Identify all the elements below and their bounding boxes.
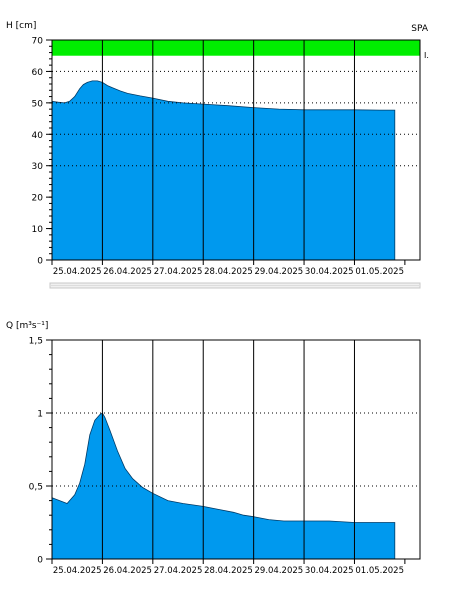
x-tick-label-0: 25.04.2025 [53, 566, 102, 576]
y-axis-label: H [cm] [6, 21, 36, 31]
x-tick-label-4: 29.04.2025 [255, 566, 304, 576]
discharge-chart: 0 0,5 1 1,5 25.04.2025 26.04.2025 27.04.2025 28… [6, 321, 421, 576]
station-code: SPA [411, 24, 429, 34]
x-tick-label-0: 25.04.2025 [53, 267, 102, 277]
x-tick-label-1: 26.04.2025 [103, 267, 152, 277]
y-tick-label-1: 0,5 [29, 483, 43, 493]
y-tick-label-0: 0 [37, 556, 43, 566]
x-tick-label-3: 28.04.2025 [204, 566, 253, 576]
x-tick-label-6: 01.05.2025 [355, 267, 404, 277]
y-tick-label-0: 0 [37, 257, 43, 267]
x-tick-label-3: 28.04.2025 [204, 267, 253, 277]
threshold-band [52, 40, 420, 56]
y-tick-label-2: 1 [37, 410, 43, 420]
y-axis-label: Q [m³s⁻¹] [6, 321, 48, 331]
x-tick-label-4: 29.04.2025 [255, 267, 304, 277]
y-tick-label-1: 10 [32, 225, 44, 235]
x-tick-label-6: 01.05.2025 [355, 566, 404, 576]
series-area-0 [51, 412, 396, 560]
x-tick-label-5: 30.04.2025 [305, 267, 354, 277]
plot-frame [51, 39, 421, 261]
y-tick-label-3: 1,5 [29, 337, 43, 347]
y-tick-label-4: 40 [32, 131, 44, 141]
y-tick-label-5: 50 [32, 99, 44, 109]
y-tick-label-2: 20 [32, 194, 44, 204]
y-tick-label-6: 60 [32, 68, 44, 78]
y-tick-label-3: 30 [32, 162, 44, 172]
plot-frame [51, 339, 421, 560]
x-tick-label-2: 27.04.2025 [154, 566, 203, 576]
y-tick-label-7: 70 [32, 37, 44, 47]
water-level-chart: 0 10 20 30 40 50 60 70 25.04.2025 26.04.2025 27.04… [6, 21, 429, 289]
band-marker: I. [424, 51, 429, 60]
x-tick-label-1: 26.04.2025 [103, 566, 152, 576]
x-tick-label-5: 30.04.2025 [305, 566, 354, 576]
x-tick-label-2: 27.04.2025 [154, 267, 203, 277]
series-area-0 [51, 80, 396, 261]
